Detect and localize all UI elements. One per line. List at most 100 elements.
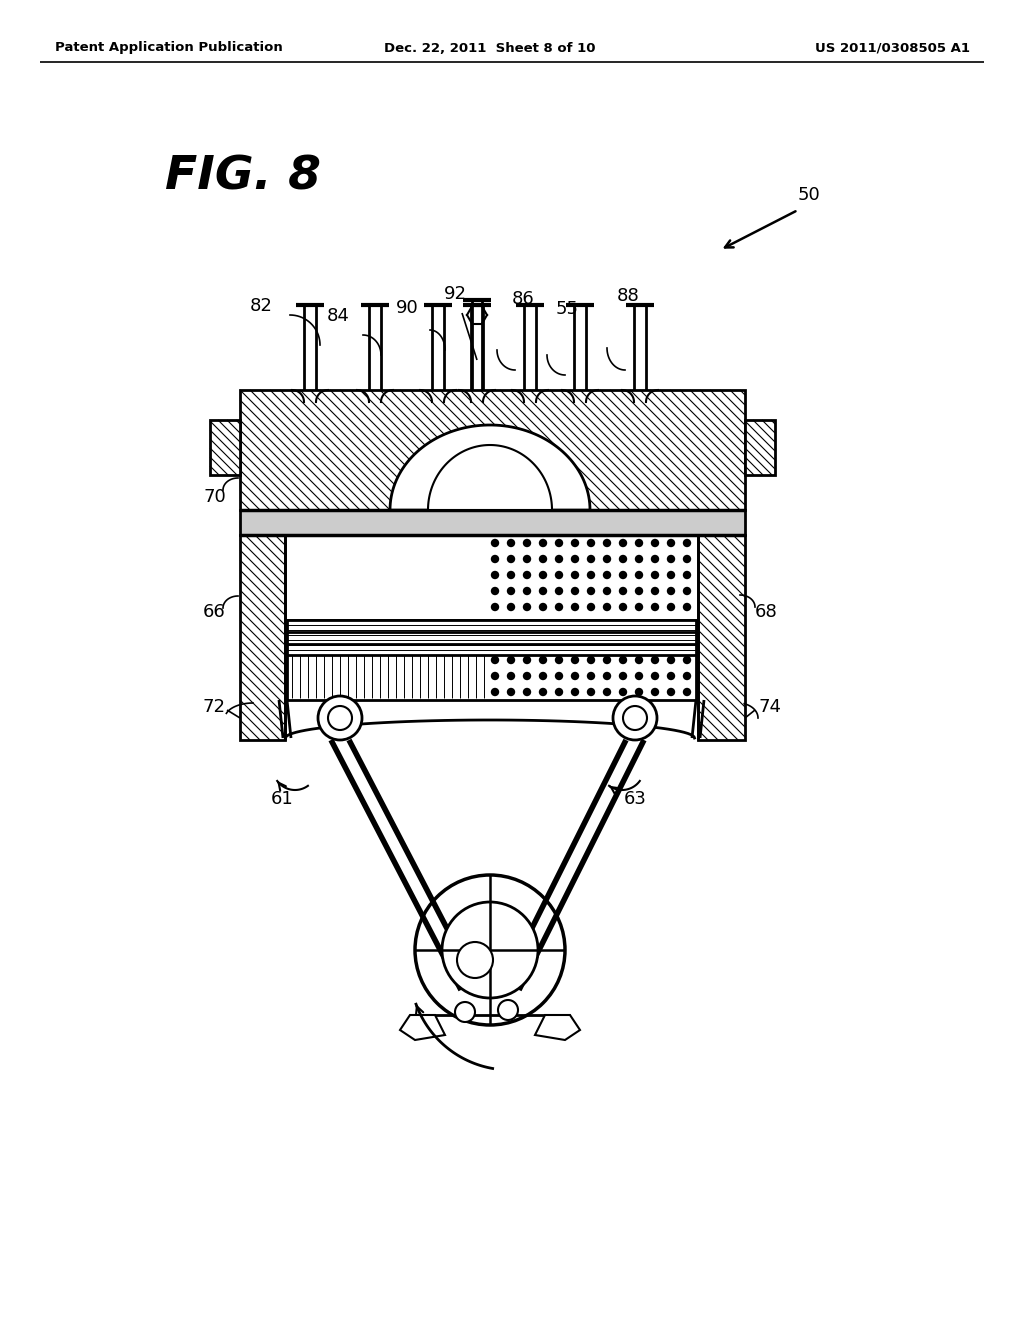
Text: Patent Application Publication: Patent Application Publication [55,41,283,54]
Text: 88: 88 [616,286,639,305]
Circle shape [555,540,562,546]
Circle shape [571,656,579,664]
Circle shape [620,672,627,680]
Circle shape [603,587,610,594]
Circle shape [588,556,595,562]
Circle shape [540,672,547,680]
Circle shape [571,672,579,680]
Circle shape [540,689,547,696]
Circle shape [668,603,675,610]
Text: 84: 84 [327,308,349,325]
Circle shape [651,556,658,562]
Circle shape [636,587,642,594]
Circle shape [555,689,562,696]
Circle shape [571,587,579,594]
Circle shape [588,689,595,696]
Circle shape [668,672,675,680]
Circle shape [555,572,562,578]
Circle shape [620,556,627,562]
Circle shape [636,572,642,578]
Polygon shape [287,620,696,655]
Circle shape [651,587,658,594]
Polygon shape [698,535,745,741]
Circle shape [442,902,538,998]
Circle shape [668,556,675,562]
Polygon shape [535,1015,580,1040]
Circle shape [571,556,579,562]
Circle shape [415,875,565,1026]
Circle shape [651,656,658,664]
Text: 61: 61 [270,789,293,808]
Polygon shape [240,389,745,510]
Circle shape [636,540,642,546]
Circle shape [508,672,514,680]
Circle shape [508,587,514,594]
Circle shape [328,706,352,730]
Circle shape [492,572,499,578]
Circle shape [523,556,530,562]
Circle shape [508,656,514,664]
Text: 66: 66 [203,603,226,620]
Circle shape [683,689,690,696]
Circle shape [603,689,610,696]
Circle shape [492,603,499,610]
Circle shape [523,603,530,610]
Circle shape [636,672,642,680]
Text: US 2011/0308505 A1: US 2011/0308505 A1 [815,41,970,54]
Polygon shape [287,620,696,700]
Circle shape [492,656,499,664]
Polygon shape [390,425,590,510]
Polygon shape [240,535,285,741]
Circle shape [492,672,499,680]
Text: 63: 63 [624,789,646,808]
Text: Dec. 22, 2011  Sheet 8 of 10: Dec. 22, 2011 Sheet 8 of 10 [384,41,596,54]
Text: 72: 72 [203,698,226,715]
Circle shape [683,603,690,610]
Circle shape [540,572,547,578]
Circle shape [620,540,627,546]
Circle shape [457,942,493,978]
Circle shape [668,572,675,578]
Circle shape [540,587,547,594]
Circle shape [455,1002,475,1022]
Circle shape [540,540,547,546]
Circle shape [651,672,658,680]
Circle shape [555,587,562,594]
Circle shape [523,540,530,546]
Circle shape [603,556,610,562]
Circle shape [508,572,514,578]
Circle shape [620,587,627,594]
Circle shape [492,540,499,546]
Circle shape [508,689,514,696]
Circle shape [603,603,610,610]
Circle shape [668,587,675,594]
Circle shape [636,603,642,610]
Circle shape [588,672,595,680]
Circle shape [620,572,627,578]
Circle shape [603,572,610,578]
Circle shape [555,556,562,562]
Circle shape [571,572,579,578]
Circle shape [588,587,595,594]
Circle shape [492,587,499,594]
Text: 86: 86 [512,290,535,308]
Circle shape [613,696,657,741]
Circle shape [620,689,627,696]
Circle shape [571,603,579,610]
Circle shape [668,689,675,696]
Text: 50: 50 [798,186,821,205]
Circle shape [636,656,642,664]
Circle shape [540,556,547,562]
Polygon shape [210,420,240,475]
Circle shape [523,587,530,594]
Circle shape [523,656,530,664]
Circle shape [651,603,658,610]
Circle shape [508,556,514,562]
Circle shape [683,672,690,680]
Polygon shape [745,420,775,475]
Circle shape [623,706,647,730]
Text: 70: 70 [203,488,226,506]
Polygon shape [400,1015,445,1040]
Circle shape [508,603,514,610]
Circle shape [683,556,690,562]
